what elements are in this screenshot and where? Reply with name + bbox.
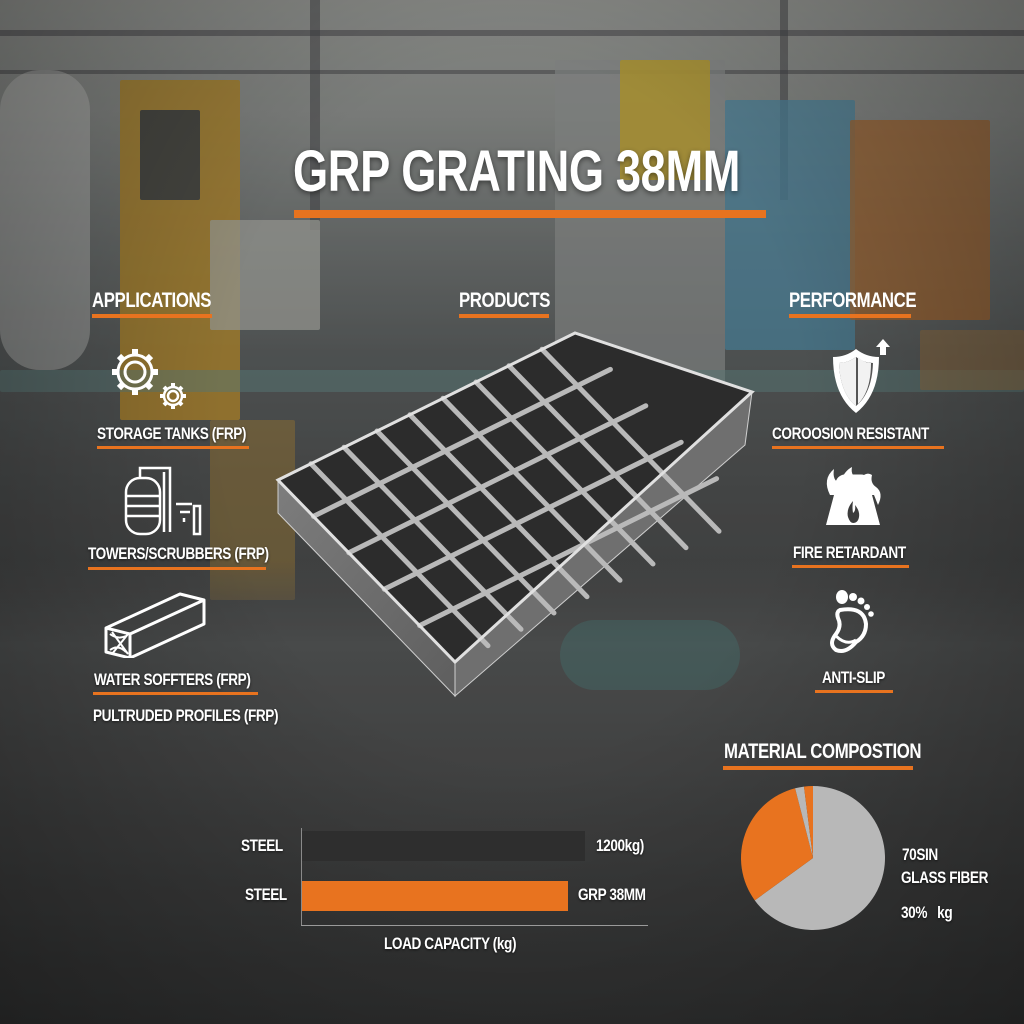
title-underline (294, 210, 766, 218)
steel-bar (302, 831, 585, 861)
storage-tanks-underline (97, 446, 249, 449)
performance-fire-retardant: FIRE RETARDANT (793, 543, 906, 562)
pie-legend-line-1: 70SIN (902, 845, 938, 864)
roof-beam (0, 30, 1024, 36)
towers-underline (88, 567, 266, 570)
bar-axis-label: LOAD CAPACITY (kg) (384, 934, 517, 953)
bar-label-steel: STEEL (241, 836, 283, 855)
performance-anti-slip: ANTI-SLIP (822, 668, 885, 687)
machine-window (140, 110, 200, 200)
application-water-softeners: WATER SOFFTERS (FRP) (94, 670, 251, 689)
corrosion-underline (772, 446, 944, 449)
bar-value-grp: GRP 38MM (578, 885, 646, 904)
footprint-icon (830, 590, 874, 653)
products-heading: PRODUCTS (459, 289, 551, 312)
yellow-press-head (620, 60, 710, 180)
anti-slip-underline (815, 690, 893, 693)
material-heading: MATERIAL COMPOSTION (724, 740, 922, 763)
performance-underline (789, 314, 911, 318)
application-pultruded-profiles: PULTRUDED PROFILES (FRP) (93, 706, 279, 725)
grp-grating-image (275, 331, 755, 698)
shield-arrow-icon (833, 339, 890, 413)
grp-bar (302, 881, 568, 911)
fire-retardant-underline (792, 565, 909, 568)
tower-scrubber-icon (124, 466, 202, 536)
pie-legend-line-3: 30% kg (901, 903, 953, 922)
roof-beam (0, 70, 1024, 74)
orange-bench (920, 330, 1024, 390)
water-softeners-underline (93, 692, 258, 695)
roof-column (310, 0, 320, 230)
bar-label-grp: STEEL (245, 885, 287, 904)
fire-weight-icon (826, 467, 881, 525)
applications-underline (92, 314, 212, 318)
orange-machine (850, 120, 990, 320)
material-pie-chart (740, 786, 885, 930)
application-towers-scrubbers: TOWERS/SCRUBBERS (FRP) (88, 544, 269, 563)
pultruded-beam-icon (104, 592, 206, 658)
floor-stain (560, 620, 740, 690)
performance-corrosion-resistant: COROOSION RESISTANT (772, 424, 929, 443)
pie-legend-line-2: GLASS FIBER (901, 868, 989, 887)
performance-heading: PERFORMANCE (789, 289, 917, 312)
products-underline (459, 314, 549, 318)
gears-icon (112, 349, 186, 409)
robot-arm (0, 70, 90, 370)
bar-axis-y (301, 828, 302, 926)
application-storage-tanks: STORAGE TANKS (FRP) (97, 424, 247, 443)
blue-cnc-machine (725, 100, 855, 350)
bar-value-steel: 1200kg) (596, 836, 644, 855)
applications-heading: APPLICATIONS (92, 289, 212, 312)
material-underline (723, 766, 913, 770)
bar-axis-x (301, 925, 648, 926)
page-title: GRP GRATING 38MM (293, 139, 741, 204)
control-panel (210, 220, 320, 330)
